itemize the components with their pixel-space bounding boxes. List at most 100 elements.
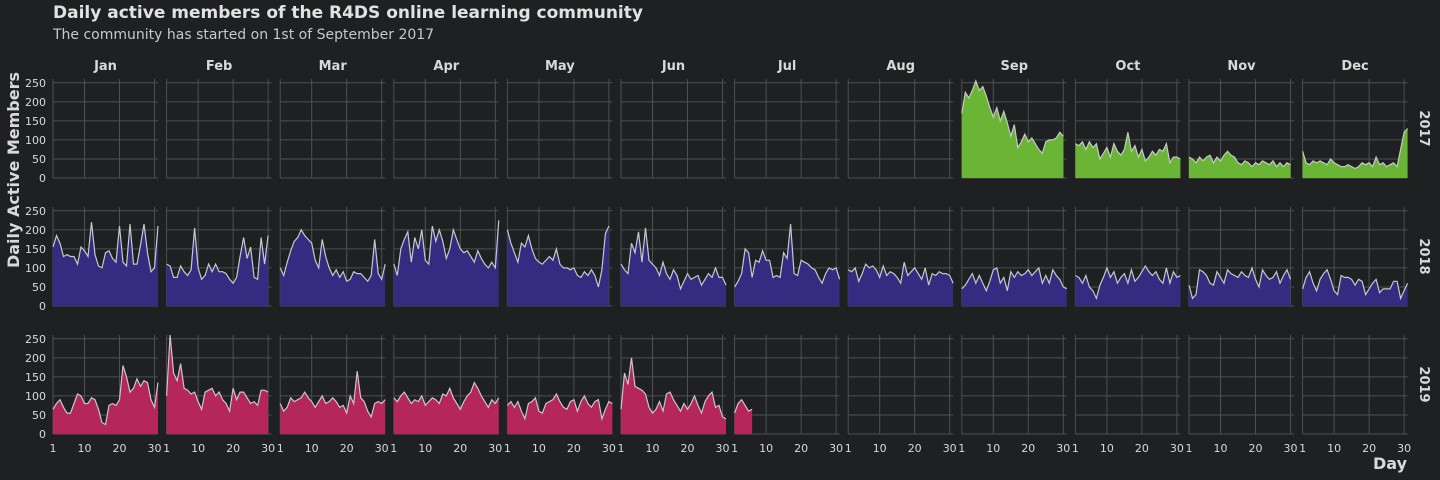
line-mar-2019 [279, 371, 386, 419]
y-tick-label: 0 [39, 172, 46, 185]
year-strip-label: 2018 [1416, 238, 1431, 274]
y-axis-title: Daily Active Members [4, 72, 23, 268]
x-tick-label: 30 [829, 442, 843, 455]
x-tick-label: 30 [1056, 442, 1070, 455]
y-tick-label: 200 [25, 224, 46, 237]
x-tick-label: 1 [731, 442, 738, 455]
y-tick-label: 250 [25, 333, 46, 346]
area-dec-2018 [1302, 269, 1408, 306]
x-tick-label: 10 [78, 442, 92, 455]
x-axis-title: Day [1373, 454, 1408, 473]
x-tick-label: 1 [390, 442, 397, 455]
x-tick-label: 20 [113, 442, 127, 455]
x-tick-label: 30 [148, 442, 162, 455]
line-sep-2017 [961, 79, 1064, 155]
line-nov-2017 [1188, 150, 1291, 168]
area-jul-2019 [734, 399, 753, 434]
y-tick-label: 100 [25, 134, 46, 147]
x-tick-label: 30 [1170, 442, 1184, 455]
area-nov-2018 [1189, 267, 1291, 306]
panel-jul-2017 [734, 79, 840, 178]
area-may-2019 [507, 394, 613, 434]
month-strip-label: Apr [433, 59, 459, 74]
month-strip-label: May [545, 59, 575, 74]
y-tick-label: 50 [32, 281, 46, 294]
line-oct-2017 [1075, 132, 1181, 165]
x-tick-label: 1 [1186, 442, 1193, 455]
x-tick-label: 20 [1021, 442, 1035, 455]
month-strip-label: Feb [206, 59, 232, 74]
line-feb-2019 [166, 334, 269, 414]
x-tick-label: 10 [305, 442, 319, 455]
panel-feb-2017 [166, 79, 272, 178]
line-jan-2018 [52, 222, 159, 273]
y-tick-label: 50 [32, 409, 46, 422]
line-sep-2018 [961, 266, 1068, 293]
month-strip-label: Nov [1227, 59, 1256, 74]
x-tick-label: 1 [845, 442, 852, 455]
x-tick-label: 10 [1327, 442, 1341, 455]
x-tick-label: 10 [191, 442, 205, 455]
area-dec-2017 [1302, 128, 1408, 178]
x-tick-label: 20 [226, 442, 240, 455]
area-feb-2019 [166, 335, 269, 434]
x-tick-label: 20 [681, 442, 695, 455]
area-jan-2018 [53, 222, 158, 306]
line-jul-2018 [734, 224, 841, 288]
x-tick-label: 30 [716, 442, 730, 455]
line-may-2019 [506, 392, 613, 422]
y-tick-label: 200 [25, 96, 46, 109]
x-tick-label: 10 [532, 442, 546, 455]
area-oct-2017 [1075, 132, 1181, 178]
area-oct-2018 [1075, 266, 1181, 306]
chart-title: Daily active members of the R4DS online … [53, 3, 643, 23]
x-tick-label: 20 [1135, 442, 1149, 455]
month-strip-label: Oct [1115, 59, 1140, 74]
line-apr-2018 [393, 220, 500, 276]
x-tick-label: 1 [618, 442, 625, 455]
x-tick-label: 10 [418, 442, 432, 455]
month-strip-label: Dec [1341, 59, 1368, 74]
x-tick-label: 10 [646, 442, 660, 455]
x-tick-label: 30 [1397, 442, 1411, 455]
x-tick-label: 20 [794, 442, 808, 455]
year-strip-label: 2019 [1416, 366, 1431, 402]
panel-dec-2019 [1302, 335, 1408, 434]
x-tick-label: 30 [602, 442, 616, 455]
x-tick-label: 20 [567, 442, 581, 455]
x-tick-label: 1 [50, 442, 57, 455]
x-tick-label: 30 [1284, 442, 1298, 455]
line-aug-2018 [847, 262, 954, 286]
area-apr-2019 [393, 382, 499, 434]
panel-jan-2017 [53, 79, 158, 178]
line-mar-2018 [279, 228, 386, 283]
line-dec-2018 [1302, 268, 1409, 301]
line-may-2018 [506, 225, 610, 288]
y-tick-label: 150 [25, 371, 46, 384]
x-tick-label: 20 [1249, 442, 1263, 455]
panel-jun-2017 [621, 79, 726, 178]
panel-may-2017 [507, 79, 613, 178]
y-tick-label: 0 [39, 300, 46, 313]
area-may-2018 [507, 226, 609, 306]
x-tick-label: 10 [1214, 442, 1228, 455]
y-tick-label: 50 [32, 153, 46, 166]
x-tick-label: 20 [340, 442, 354, 455]
month-strip-label: Jan [93, 59, 117, 74]
line-jun-2018 [620, 227, 727, 291]
panel-apr-2017 [393, 79, 499, 178]
y-tick-label: 100 [25, 262, 46, 275]
y-tick-label: 250 [25, 205, 46, 218]
area-jan-2019 [53, 365, 158, 434]
x-tick-label: 10 [1100, 442, 1114, 455]
area-sep-2017 [961, 80, 1064, 178]
year-strip-label: 2017 [1416, 110, 1431, 146]
month-strip-label: Jul [777, 59, 797, 74]
line-feb-2018 [166, 227, 269, 285]
panel-oct-2019 [1075, 335, 1181, 434]
x-tick-label: 20 [908, 442, 922, 455]
month-strip-label: Mar [319, 59, 348, 74]
panel-aug-2019 [848, 335, 954, 434]
month-strip-label: Jun [661, 59, 685, 74]
